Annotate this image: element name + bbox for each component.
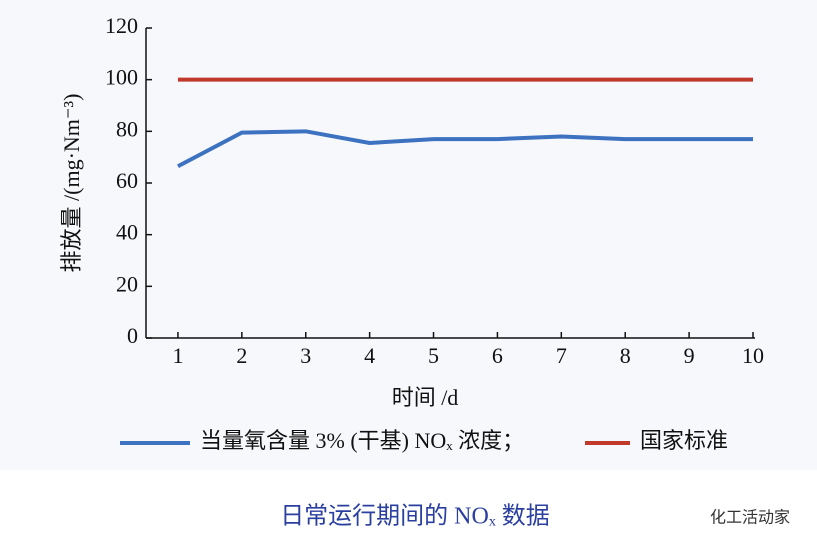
y-tick-label: 100 — [105, 65, 138, 90]
x-tick-label: 4 — [364, 343, 375, 368]
watermark: 化工活动家 — [710, 508, 790, 527]
caption: 日常运行期间的 NOₓ 数据 — [280, 503, 550, 530]
x-tick-label: 1 — [172, 343, 183, 368]
legend-label: 当量氧含量 3% (干基) NOₓ 浓度； — [200, 428, 524, 453]
y-tick-label: 20 — [116, 271, 138, 296]
x-tick-label: 9 — [684, 343, 695, 368]
y-tick-label: 0 — [127, 323, 138, 348]
y-axis-label: 排放量 /(mg·Nm⁻³) — [59, 94, 84, 273]
y-tick-label: 80 — [116, 116, 138, 141]
x-tick-label: 6 — [492, 343, 503, 368]
y-tick-label: 60 — [116, 168, 138, 193]
x-tick-label: 10 — [742, 343, 764, 368]
x-tick-label: 2 — [236, 343, 247, 368]
x-tick-label: 3 — [300, 343, 311, 368]
x-tick-label: 5 — [428, 343, 439, 368]
y-tick-label: 120 — [105, 13, 138, 38]
x-tick-label: 8 — [620, 343, 631, 368]
legend-label: 国家标准 — [640, 428, 728, 453]
x-axis-label: 时间 /d — [392, 385, 459, 410]
series-line — [177, 129, 753, 168]
x-tick-label: 7 — [556, 343, 567, 368]
y-tick-label: 40 — [116, 220, 138, 245]
